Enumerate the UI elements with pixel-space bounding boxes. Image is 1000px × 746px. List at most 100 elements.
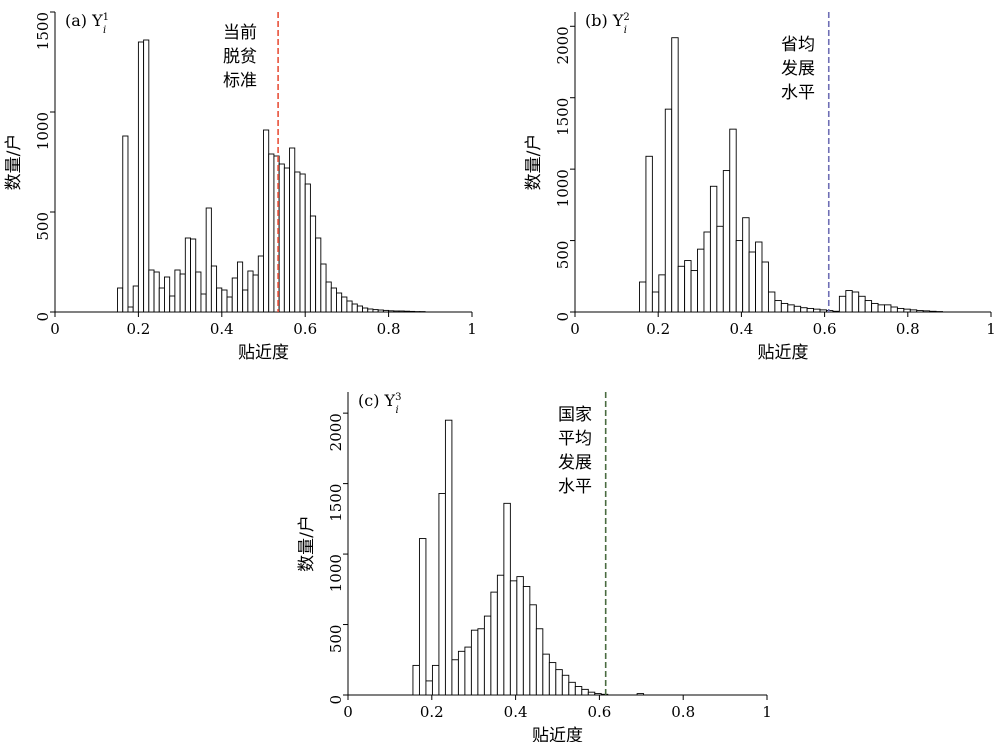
histogram-bar (154, 272, 159, 312)
x-tick-label: 0.8 (377, 320, 401, 338)
histogram-bar (138, 42, 143, 312)
histogram-bar (310, 216, 315, 312)
x-tick-label: 0 (343, 703, 353, 721)
panel-label-text: (a) Y (65, 11, 103, 30)
histogram-bar (736, 241, 742, 312)
histogram-bar (556, 670, 562, 695)
histogram-bar (762, 262, 768, 312)
histogram-bar (639, 282, 645, 312)
histogram-bar (227, 297, 232, 312)
histogram-bar (413, 665, 419, 695)
histogram-bar (300, 174, 305, 312)
histogram-bar (232, 278, 237, 312)
histogram-bar (478, 629, 484, 695)
histogram-bar (826, 311, 832, 312)
y-axis-label: 数量/户 (4, 134, 24, 191)
histogram-bar (536, 629, 542, 695)
x-axis-label: 贴近度 (238, 343, 289, 363)
histogram-bar (373, 310, 378, 312)
histogram-bar (582, 689, 588, 695)
histogram-bar (170, 296, 175, 312)
histogram-bar (123, 136, 128, 312)
x-tick-label: 0.8 (896, 320, 920, 338)
histogram-bar (363, 308, 368, 312)
histogram-bar (201, 294, 206, 312)
histogram-bar (128, 307, 133, 312)
histogram-bar (523, 586, 529, 695)
histogram-bar (159, 288, 164, 312)
histogram-bar (253, 275, 258, 312)
panel-label-text: (b) Y (585, 11, 624, 30)
histogram-bar (368, 309, 373, 312)
histogram-bar (788, 305, 794, 312)
histogram-bar (820, 310, 826, 312)
histogram-bar (756, 242, 762, 312)
y-tick-label: 2000 (327, 413, 345, 451)
histogram-bar (243, 290, 248, 312)
histogram-bar (852, 292, 858, 312)
histogram-bar (144, 40, 149, 312)
histogram-bar (562, 675, 568, 695)
histogram-bar (404, 311, 409, 312)
histogram-bar (698, 249, 704, 312)
histogram-bar (730, 129, 736, 312)
y-tick-label: 2000 (554, 26, 572, 64)
y-tick-label: 1000 (34, 112, 52, 150)
x-axis-label: 贴近度 (758, 343, 809, 363)
x-tick-label: 0.8 (671, 703, 695, 721)
histogram-bar (775, 301, 781, 312)
histogram-bar (904, 309, 910, 312)
histogram-bar (794, 306, 800, 312)
histogram-bar (206, 208, 211, 312)
histogram-bar (284, 168, 289, 312)
histogram-bar (305, 184, 310, 312)
histogram-bar (394, 311, 399, 312)
histogram-bar (471, 630, 477, 695)
panel-label-sup: 1 (103, 12, 109, 23)
histogram-bar (768, 292, 774, 312)
histogram-bar (710, 186, 716, 312)
histogram-bar (321, 264, 326, 312)
histogram-bar (217, 288, 222, 312)
x-axis-label: 贴近度 (532, 726, 583, 742)
x-tick-label: 0.6 (587, 703, 611, 721)
panel-label-sub: i (103, 25, 106, 36)
histogram-bar (801, 308, 807, 312)
x-tick-label: 1 (467, 320, 477, 338)
histogram-bar (439, 493, 445, 695)
histogram-bar (575, 687, 581, 695)
histogram-bar (517, 577, 523, 695)
panel-label-text: (c) Y (358, 391, 396, 410)
histogram-bar (717, 226, 723, 312)
x-tick-label: 0.4 (729, 320, 753, 338)
histogram-bar (891, 307, 897, 312)
histogram-bar (258, 256, 263, 312)
histogram-bar (781, 303, 787, 312)
y-tick-label: 1500 (34, 12, 52, 50)
histogram-bar (347, 301, 352, 312)
histogram-bar (723, 171, 729, 312)
histogram-bar (269, 154, 274, 312)
histogram-bar (601, 694, 607, 695)
y-tick-label: 0 (327, 695, 345, 705)
histogram-bar (878, 305, 884, 312)
histogram-bar (342, 297, 347, 312)
histogram-bar (691, 271, 697, 312)
histogram-bar (872, 303, 878, 312)
histogram-bar (543, 654, 549, 695)
reference-line-label: 平均 (558, 429, 592, 449)
histogram-bar (569, 682, 575, 695)
histogram-bar (595, 694, 601, 695)
histogram-bar (118, 288, 123, 312)
histogram-bar (432, 665, 438, 695)
panel-label-sub: i (624, 25, 627, 36)
y-tick-label: 500 (554, 241, 572, 270)
histogram-bar (910, 310, 916, 312)
histogram-bar (389, 311, 394, 312)
x-tick-label: 0 (50, 320, 60, 338)
